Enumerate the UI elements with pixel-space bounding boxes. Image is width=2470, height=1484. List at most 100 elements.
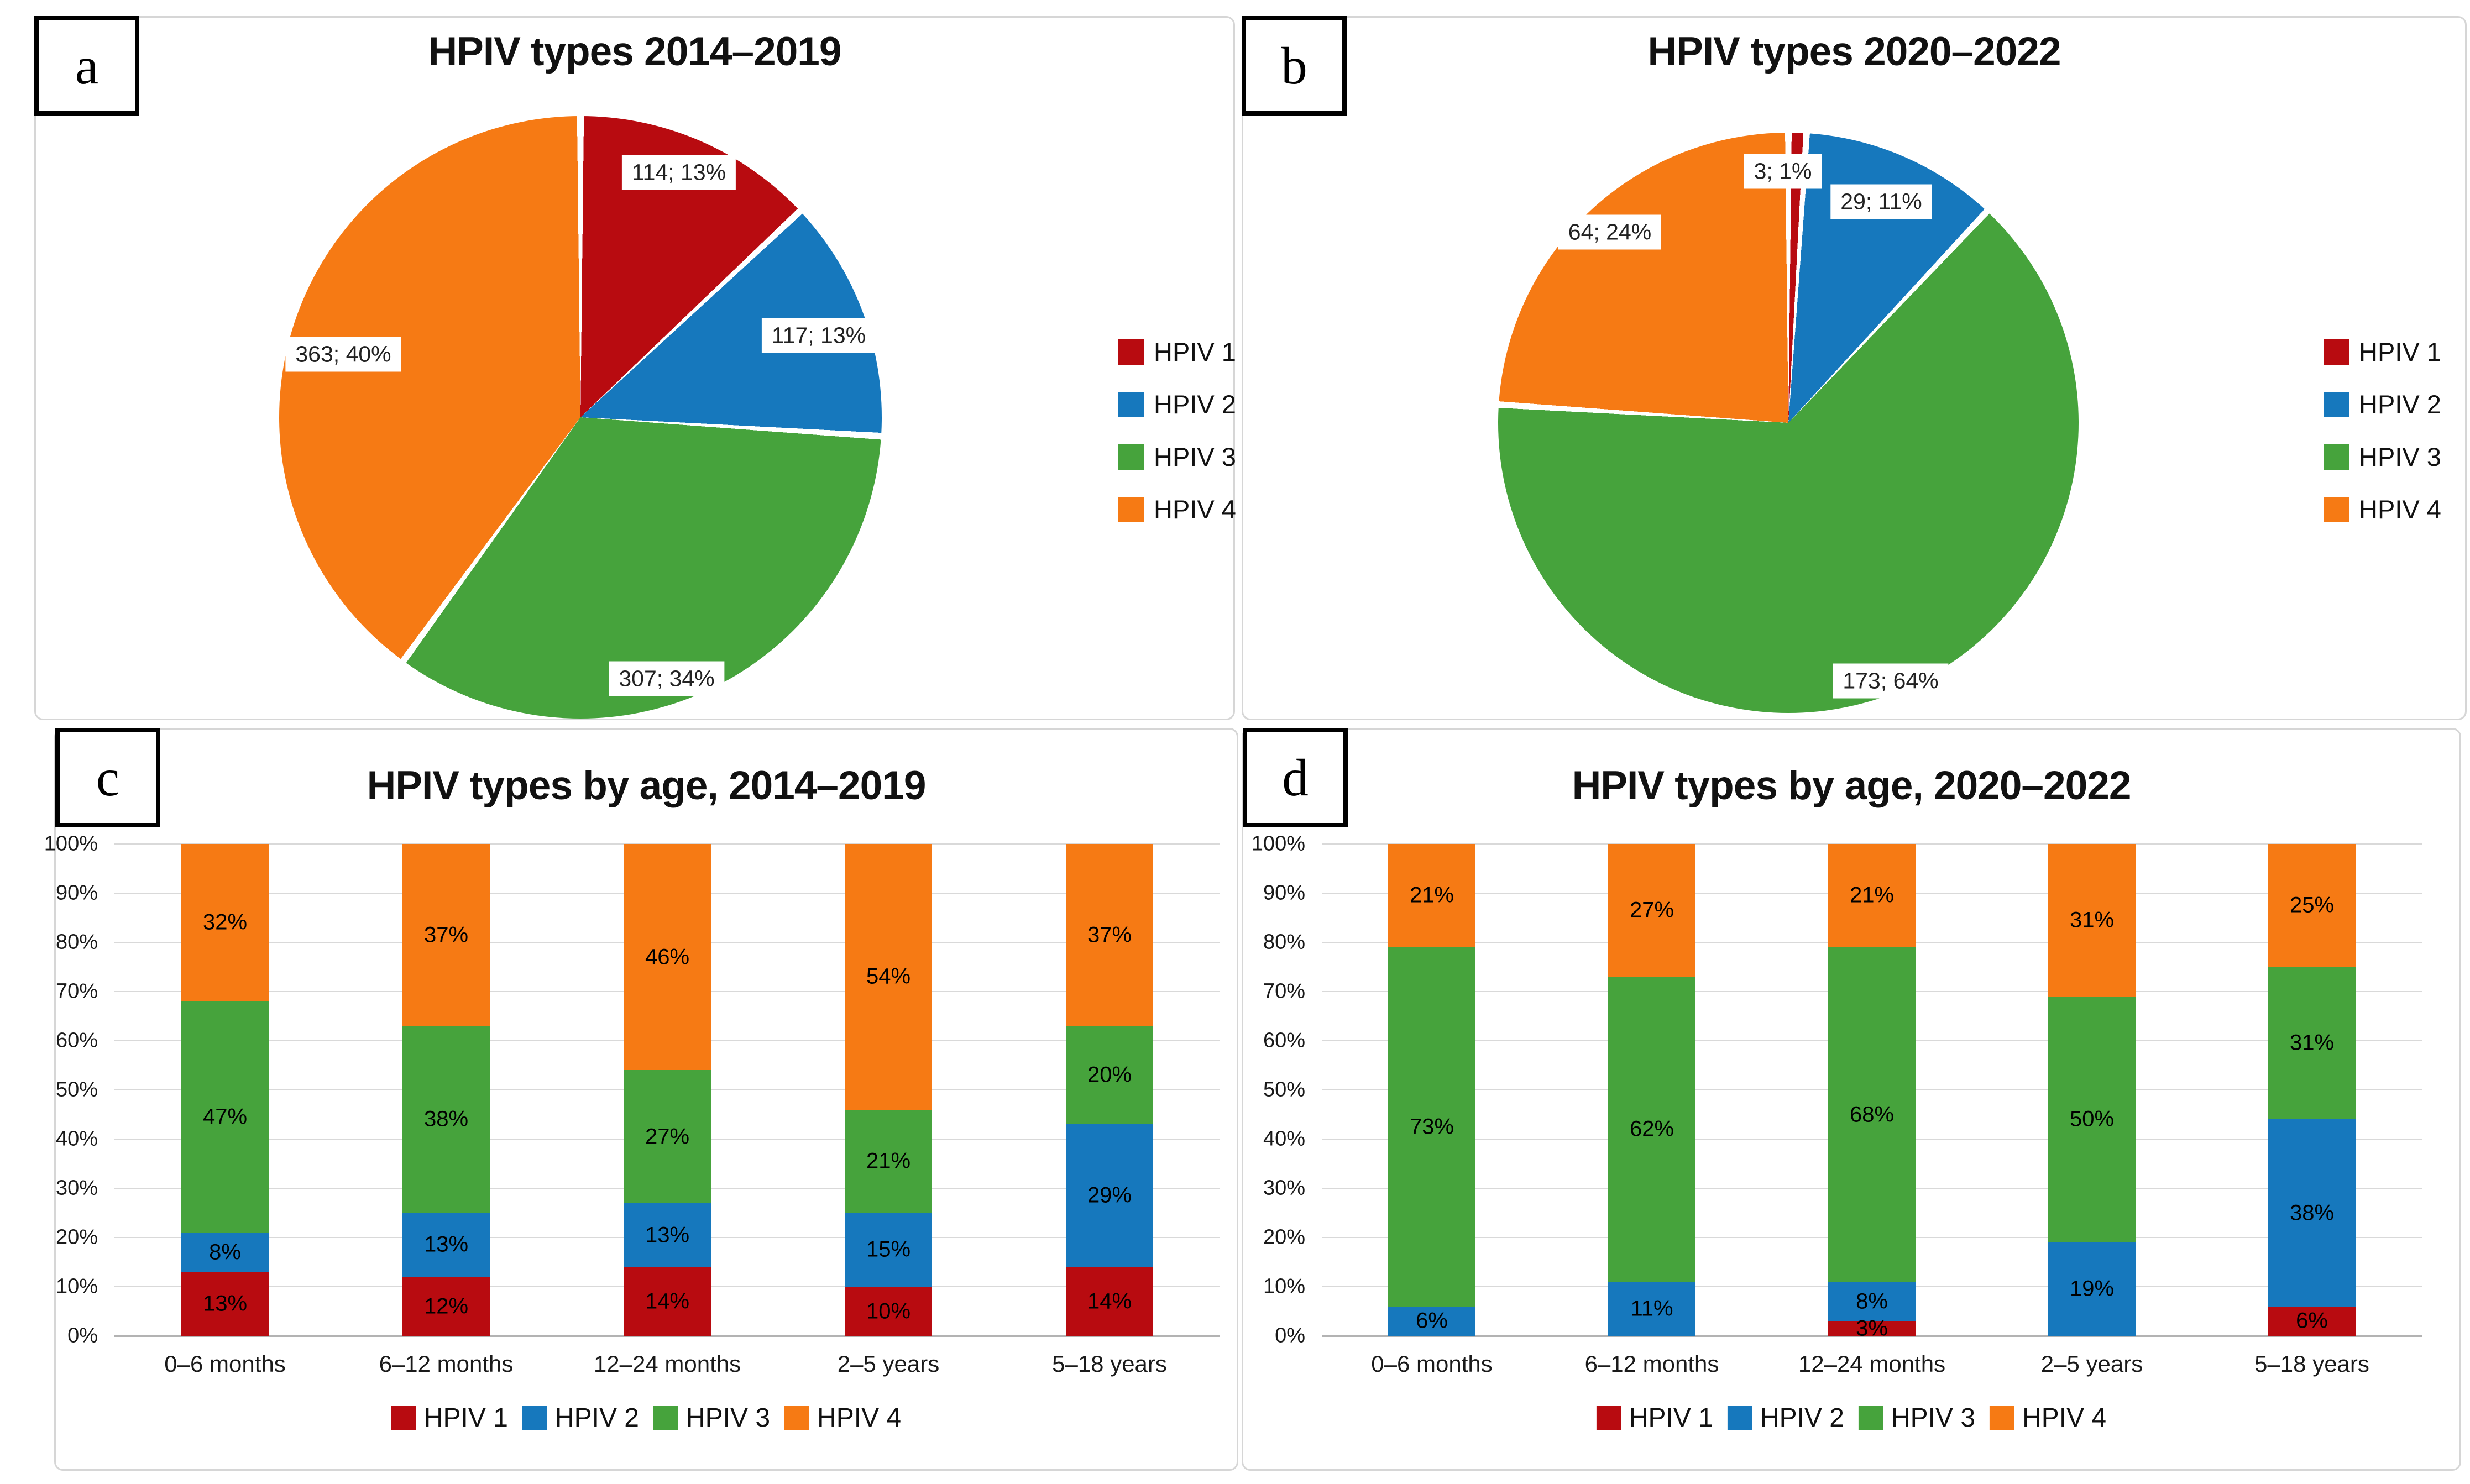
y-tick-label: 30% <box>55 1176 98 1200</box>
legend-swatch-icon <box>2324 391 2349 417</box>
bar-segment-label: 8% <box>209 1240 241 1265</box>
bar-segment-label: 19% <box>2069 1276 2115 1301</box>
bar-segment-hpiv3: 62% <box>1608 977 1695 1282</box>
bar-segment-label: 38% <box>2289 1200 2335 1225</box>
pie-slice-label-hpiv1: 114; 13% <box>621 155 736 190</box>
bar-segment-hpiv4: 27% <box>1608 844 1695 977</box>
bar-segment-hpiv3: 68% <box>1828 947 1916 1282</box>
bar-segment-hpiv2: 11% <box>1608 1282 1695 1336</box>
panel-b-letter-box: b <box>1242 16 1347 116</box>
bar-6–12-months: 12% 13% 38% 37% <box>402 844 490 1336</box>
bar-segment-hpiv2: 8% <box>181 1233 269 1272</box>
bar-12–24-months: 3% 8% 68% 21% <box>1828 844 1916 1340</box>
bar-segment-hpiv2: 13% <box>624 1203 711 1267</box>
legend-swatch-icon <box>1727 1406 1752 1430</box>
bar-segment-label: 50% <box>2069 1107 2115 1131</box>
bar-segment-hpiv3: 27% <box>624 1070 711 1203</box>
y-tick-label: 80% <box>55 930 98 954</box>
bar-segment-hpiv1: 3% <box>1828 1316 1916 1340</box>
bar-segment-label: 21% <box>1849 883 1895 908</box>
legend-swatch-icon <box>1118 339 1144 365</box>
panel-a-title: HPIV types 2014–2019 <box>428 29 841 74</box>
bar-segment-label: 38% <box>423 1107 469 1131</box>
panel-b-letter: b <box>1281 36 1307 95</box>
legend-item: HPIV 2 <box>1118 378 1236 431</box>
bar-5–18-years: 6% 38% 31% 25% <box>2268 844 2356 1336</box>
bar-segment-label: 15% <box>866 1237 911 1262</box>
pie-slice-label-hpiv1: 3; 1% <box>1744 154 1822 189</box>
x-category-label: 0–6 months <box>164 1351 286 1377</box>
bar-segment-label: 46% <box>645 945 690 969</box>
y-tick-label: 0% <box>1275 1324 1305 1347</box>
bar-segment-hpiv4: 37% <box>1066 844 1153 1026</box>
bar-segment-hpiv2: 29% <box>1066 1124 1153 1267</box>
bar-6–12-months: 11% 62% 27% <box>1608 844 1695 1336</box>
x-category-label: 2–5 years <box>2040 1351 2143 1377</box>
legend-swatch-icon <box>2324 444 2349 470</box>
bar-segment-label: 32% <box>202 910 248 935</box>
legend-item: HPIV 2 <box>1727 1403 1844 1433</box>
legend-item: HPIV 4 <box>1118 483 1236 536</box>
y-tick-label: 10% <box>55 1275 98 1298</box>
bar-segment-hpiv2: 13% <box>402 1213 490 1277</box>
bar-segment-label: 47% <box>202 1104 248 1129</box>
y-tick-label: 30% <box>1263 1176 1305 1200</box>
bar-segment-label: 29% <box>1087 1183 1132 1208</box>
bar-segment-label: 14% <box>645 1289 690 1314</box>
bar-segment-label: 3% <box>1856 1316 1888 1341</box>
bar-0–6-months: 6% 73% 21% <box>1388 844 1475 1336</box>
bar-segment-hpiv3: 50% <box>2048 996 2136 1242</box>
panel-c-letter: c <box>96 748 120 807</box>
pie-slice-label-hpiv2: 29; 11% <box>1830 184 1932 219</box>
pie-slice-label-hpiv4: 363; 40% <box>285 337 401 372</box>
legend-label: HPIV 1 <box>423 1403 508 1433</box>
legend-label: HPIV 3 <box>1154 442 1236 471</box>
legend-label: HPIV 2 <box>1154 390 1236 419</box>
bar-segment-label: 8% <box>1856 1289 1888 1314</box>
legend-swatch-icon <box>1859 1406 1883 1430</box>
bar-segment-hpiv4: 21% <box>1828 844 1916 947</box>
bar-segment-hpiv1: 6% <box>2268 1306 2356 1336</box>
pie-a <box>279 116 882 719</box>
x-category-label: 6–12 months <box>379 1351 514 1377</box>
legend-item: HPIV 4 <box>1990 1403 2106 1433</box>
legend-b: HPIV 1 HPIV 2 HPIV 3 HPIV 4 <box>2324 326 2441 536</box>
y-tick-label: 50% <box>55 1078 98 1102</box>
legend-item: HPIV 1 <box>1118 326 1236 378</box>
pie-slice-label-hpiv3: 173; 64% <box>1833 663 1949 699</box>
y-tick-label: 80% <box>1263 930 1305 954</box>
panel-a-letter: a <box>75 36 99 95</box>
pie-slice-label-hpiv2: 117; 13% <box>761 318 876 353</box>
bar-segment-label: 62% <box>1629 1116 1674 1141</box>
legend-label: HPIV 4 <box>817 1403 902 1433</box>
gridline <box>1322 1335 2422 1337</box>
bar-segment-label: 54% <box>866 964 911 989</box>
bar-segment-label: 10% <box>866 1299 911 1323</box>
pie-slice-label-hpiv3: 307; 34% <box>609 661 725 696</box>
y-tick-label: 60% <box>55 1029 98 1052</box>
legend-c: HPIV 1 HPIV 2 HPIV 3 HPIV 4 <box>391 1403 901 1433</box>
legend-swatch-icon <box>1118 496 1144 522</box>
bar-segment-hpiv4: 37% <box>402 844 490 1026</box>
bar-12–24-months: 14% 13% 27% 46% <box>624 844 711 1336</box>
y-tick-label: 40% <box>1263 1127 1305 1151</box>
x-category-label: 6–12 months <box>1584 1351 1719 1377</box>
bar-segment-label: 21% <box>866 1149 911 1173</box>
x-category-label: 12–24 months <box>1798 1351 1946 1377</box>
bar-segment-label: 21% <box>1409 883 1454 908</box>
bar-segment-hpiv2: 19% <box>2048 1242 2136 1336</box>
legend-item: HPIV 1 <box>2324 326 2441 378</box>
bar-segment-label: 27% <box>645 1124 690 1149</box>
legend-swatch-icon <box>391 1406 416 1430</box>
gridline <box>114 1335 1220 1337</box>
legend-item: HPIV 3 <box>2324 431 2441 483</box>
legend-label: HPIV 1 <box>2359 337 2441 366</box>
bar-segment-label: 12% <box>423 1294 469 1319</box>
bar-segment-label: 25% <box>2289 893 2335 917</box>
panel-d-letter-box: d <box>1243 728 1348 827</box>
panel-c-title: HPIV types by age, 2014–2019 <box>367 763 927 808</box>
x-category-label: 5–18 years <box>2254 1351 2369 1377</box>
legend-item: HPIV 3 <box>653 1403 770 1433</box>
legend-item: HPIV 2 <box>2324 378 2441 431</box>
x-category-label: 0–6 months <box>1371 1351 1493 1377</box>
